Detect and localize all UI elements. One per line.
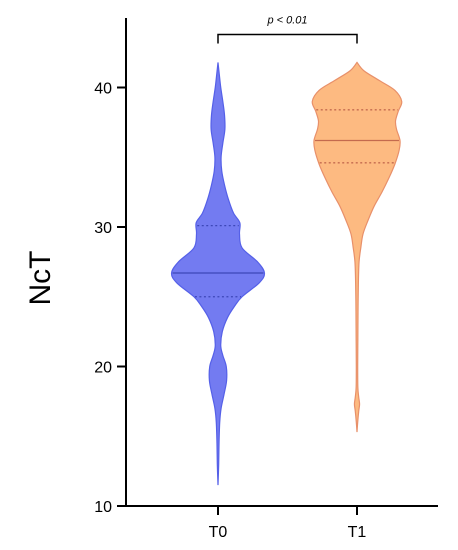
y-tick-label: 20 bbox=[94, 360, 112, 377]
plot-area: 10 20 30 40 T0 T1 p < 0.01 bbox=[94, 14, 438, 541]
significance-bracket bbox=[217, 33, 358, 44]
violin-t1 bbox=[311, 61, 403, 433]
x-tick-label: T1 bbox=[348, 524, 367, 541]
significance-label: p < 0.01 bbox=[266, 14, 307, 26]
y-tick-label: 10 bbox=[94, 499, 112, 516]
y-tick-label: 40 bbox=[94, 81, 112, 98]
x-tick-label: T0 bbox=[209, 524, 228, 541]
y-axis-title: NcT bbox=[24, 251, 57, 306]
violin-t0 bbox=[170, 62, 266, 486]
y-tick-label: 30 bbox=[94, 220, 112, 237]
